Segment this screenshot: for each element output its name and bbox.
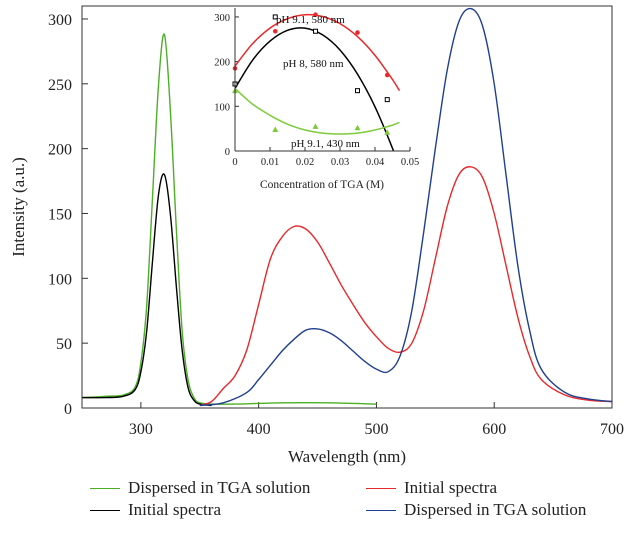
legend-swatch-red	[366, 487, 396, 489]
inset-x-tick-label: 0.04	[366, 157, 385, 168]
inset-chart: 0 0.01 0.02 0.03 0.04 0.05 0 100 200 300 Concentr…	[214, 8, 419, 191]
main-x-tick-label: 300	[129, 421, 153, 438]
legend-item-tga-green: Dispersed in TGA solution	[90, 478, 310, 498]
legend-label: Dispersed in TGA solution	[128, 478, 311, 497]
inset-x-axis-label: Concentration of TGA (M)	[260, 179, 384, 191]
main-y-tick-label: 50	[56, 336, 72, 353]
main-series-lines	[81, 7, 613, 407]
inset-background	[235, 8, 410, 151]
inset-y-tick-label: 100	[214, 102, 230, 113]
inset-point-square	[313, 28, 318, 34]
legend-label: Dispersed in TGA solution	[404, 500, 587, 519]
inset-point-circle	[384, 72, 390, 78]
inset-fit-curve-0	[235, 13, 401, 92]
main-x-tick-label: 400	[247, 421, 271, 438]
inset-point-circle	[355, 30, 360, 35]
main-series-line-3	[199, 7, 613, 407]
main-series-line-1	[81, 173, 212, 407]
main-y-tick-label: 0	[64, 401, 72, 418]
inset-x-tick-label: 0.02	[296, 157, 314, 168]
legend-item-tga-blue: Dispersed in TGA solution	[366, 500, 586, 520]
inset-fit-curves	[235, 13, 401, 151]
main-x-tick-label: 600	[482, 421, 506, 438]
inset-data-points	[232, 12, 391, 135]
inset-y-tick-label: 200	[214, 58, 230, 69]
main-y-tick-label: 300	[48, 12, 72, 29]
inset-x-tick-label: 0.05	[401, 157, 419, 168]
main-y-axis-label: Intensity (a.u.)	[9, 157, 28, 257]
spectra-chart: 300 400 500 600 700 0 50 100 150 200 250 300 Wavele…	[9, 5, 624, 466]
inset-x-tick-label: 0.03	[331, 157, 349, 168]
inset-point-triangle	[312, 123, 319, 129]
main-x-axis-label: Wavelength (nm)	[288, 447, 406, 466]
inset-point-square	[272, 14, 278, 20]
inset-x-tick-label: 0	[232, 157, 237, 168]
inset-point-circle	[313, 12, 318, 18]
legend-swatch-black	[90, 509, 120, 511]
main-plot-frame	[81, 5, 613, 409]
main-y-tick-label: 200	[48, 142, 72, 159]
inset-point-square	[355, 88, 360, 94]
main-axis-ticks: 300 400 500 600 700 0 50 100 150 200 250 300	[48, 12, 624, 438]
main-x-tick-label: 500	[364, 421, 388, 438]
main-series-line-2	[199, 166, 613, 407]
main-y-tick-label: 100	[48, 271, 72, 288]
main-y-tick-label: 150	[48, 206, 72, 223]
legend-label: Initial spectra	[128, 500, 221, 519]
inset-axis-ticks: 0 0.01 0.02 0.03 0.04 0.05 0 100 200 300	[214, 13, 419, 168]
inset-annotation-black: pH 8, 580 nm	[283, 58, 344, 70]
legend-item-initial-black: Initial spectra	[90, 500, 221, 520]
inset-point-square	[384, 97, 390, 103]
legend-item-initial-red: Initial spectra	[366, 478, 497, 498]
main-y-tick-label: 250	[48, 77, 72, 94]
legend-swatch-blue	[366, 509, 396, 511]
inset-x-tick-label: 0.01	[261, 157, 279, 168]
legend-label: Initial spectra	[404, 478, 497, 497]
inset-fit-curve-2	[235, 87, 400, 135]
legend-swatch-green	[90, 487, 120, 489]
main-x-tick-label: 700	[600, 421, 624, 438]
inset-point-circle	[272, 28, 278, 34]
main-series-line-0	[81, 33, 377, 405]
inset-y-tick-label: 0	[225, 147, 230, 158]
inset-annotation-green: pH 9.1, 430 nm	[291, 138, 360, 150]
inset-fit-curve-1	[235, 27, 395, 151]
inset-point-triangle	[384, 129, 391, 135]
inset-annotation-red: pH 9.1, 580 nm	[276, 14, 345, 26]
inset-point-triangle	[272, 126, 279, 133]
inset-point-triangle	[354, 124, 361, 131]
inset-y-tick-label: 300	[214, 13, 230, 24]
